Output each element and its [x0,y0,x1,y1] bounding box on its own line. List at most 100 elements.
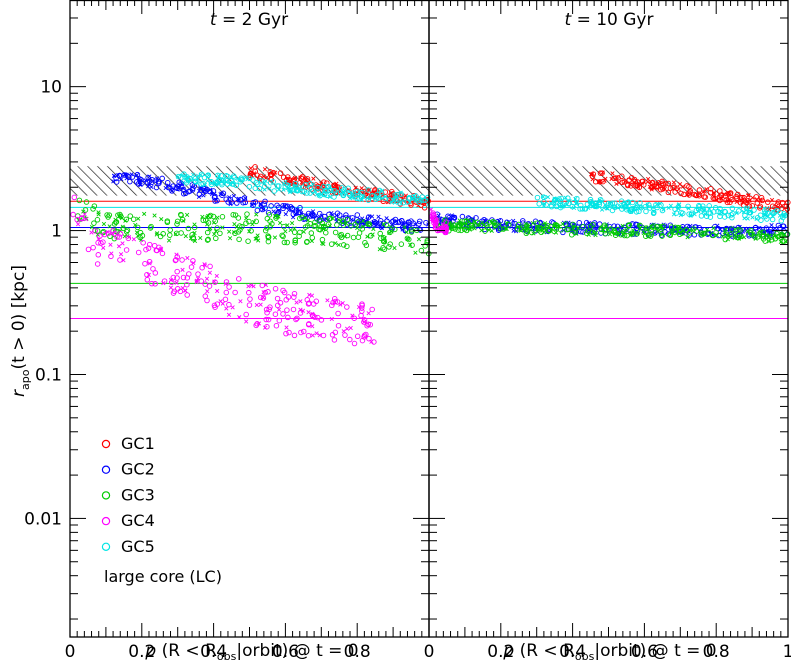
point-gc4 [283,330,289,337]
point-gc4 [226,301,232,308]
point-gc5 [676,206,681,211]
point-gc1 [671,180,677,185]
point-gc4 [251,284,256,289]
point-gc4 [342,332,348,338]
point-gc3 [733,228,740,234]
point-gc4 [214,301,221,307]
point-gc3 [192,222,197,227]
point-gc5 [740,206,747,213]
point-gc3 [205,236,211,243]
point-gc2 [284,203,291,209]
point-gc5 [673,210,680,216]
point-gc4 [246,284,251,289]
point-gc5 [587,196,594,203]
point-gc2 [374,220,379,225]
point-gc4 [95,252,102,258]
point-gc3 [333,241,338,246]
point-gc4 [347,336,353,343]
point-gc4 [300,308,306,313]
point-gc3 [277,220,283,226]
point-gc4 [89,230,94,235]
point-gc1 [273,170,278,175]
point-gc4 [174,252,179,257]
point-gc5 [341,190,347,195]
point-gc4 [341,329,346,334]
point-gc4 [262,289,268,296]
point-gc4 [335,322,342,329]
point-gc3 [159,216,164,222]
point-gc5 [557,201,563,207]
point-gc5 [419,194,426,200]
x-tick-label: 0.8 [344,642,371,662]
point-gc4 [226,284,232,290]
point-gc2 [262,205,268,211]
point-gc5 [288,188,294,193]
point-gc4 [348,325,353,331]
point-gc1 [247,172,254,179]
point-gc5 [246,183,253,190]
point-gc2 [511,218,516,224]
x-tick-label: 0.6 [631,642,658,662]
point-gc5 [578,202,584,209]
point-gc5 [680,210,686,217]
point-gc3 [381,246,388,253]
point-gc3 [235,215,242,221]
point-gc5 [728,212,734,218]
point-gc4 [298,299,303,304]
point-gc4 [188,264,195,270]
point-gc2 [282,203,289,209]
point-gc5 [228,178,235,184]
point-gc3 [280,233,286,240]
point-gc3 [360,218,366,224]
point-gc4 [142,260,148,267]
point-gc5 [745,216,750,221]
point-gc2 [268,203,274,209]
point-gc1 [267,169,273,175]
point-gc3 [643,225,649,231]
point-gc2 [410,220,416,226]
point-gc3 [547,223,554,230]
point-gc5 [398,190,403,195]
point-gc3 [289,220,295,226]
point-gc3 [160,231,166,237]
legend-label-gc3: GC3 [121,485,155,504]
point-gc3 [200,214,205,219]
point-gc3 [422,243,428,249]
point-gc5 [415,197,421,204]
point-gc4 [202,262,207,267]
point-gc4 [96,236,101,242]
point-gc5 [424,194,431,201]
point-gc3 [625,222,632,229]
point-gc3 [130,216,137,222]
point-gc5 [307,190,313,196]
point-gc1 [734,195,740,201]
x-axis-label-left: p (R < Robs|orbit) @ t = 0 [144,641,358,663]
point-gc4 [351,340,358,347]
point-gc5 [365,187,372,193]
point-gc5 [276,183,282,189]
point-gc3 [266,212,273,218]
point-gc5 [406,195,413,201]
point-gc2 [423,220,429,226]
point-gc1 [421,204,428,211]
point-gc2 [500,223,507,230]
point-gc3 [255,233,260,238]
point-gc3 [504,226,509,232]
point-gc3 [380,235,387,241]
point-gc5 [707,206,712,212]
point-gc2 [305,210,312,217]
point-gc4 [274,302,281,309]
point-gc5 [588,198,594,205]
point-gc2 [112,173,117,178]
point-gc1 [727,190,733,197]
point-gc2 [116,172,121,178]
point-gc3 [330,216,335,221]
point-gc2 [149,179,155,186]
legend-marker-gc4 [101,516,111,526]
point-gc1 [758,195,765,201]
point-gc3 [557,226,564,233]
point-gc3 [626,222,632,228]
point-gc5 [216,176,222,183]
point-gc5 [628,208,634,214]
point-gc5 [628,206,634,213]
